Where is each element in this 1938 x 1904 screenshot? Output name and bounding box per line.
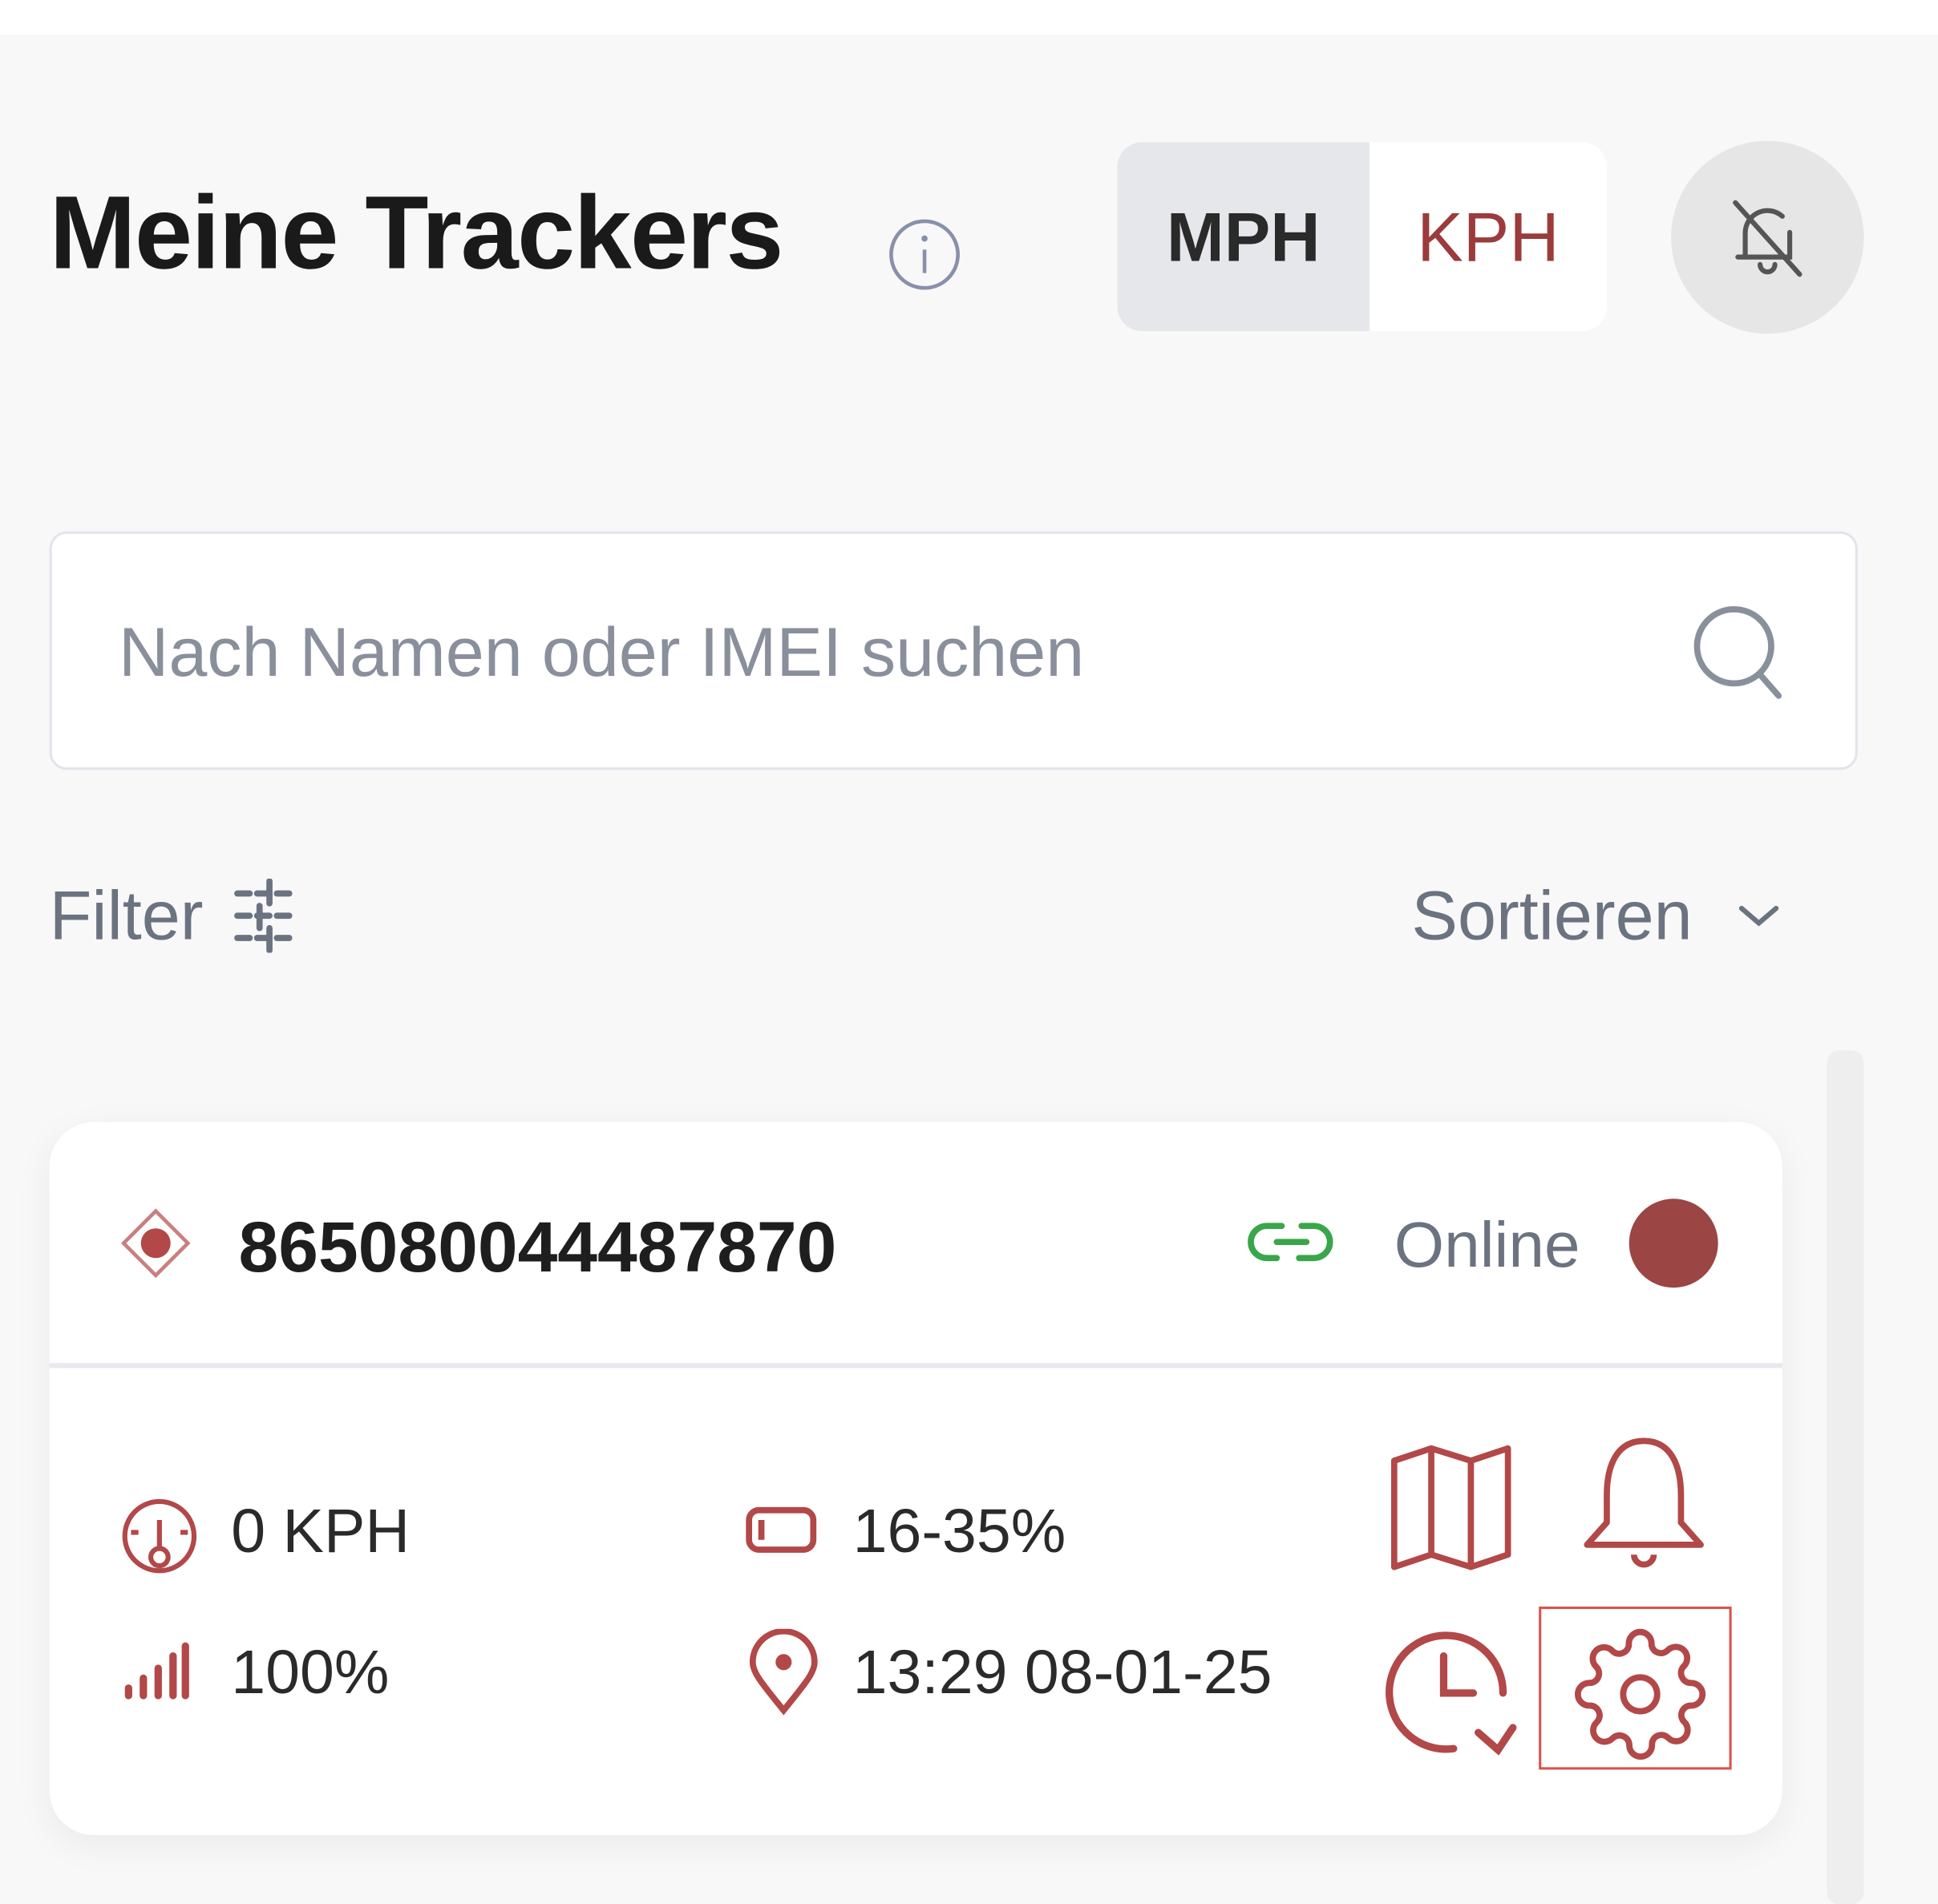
unit-kph-button[interactable]: KPH — [1417, 197, 1560, 276]
tracker-last-update: 13:29 08-01-25 — [852, 1637, 1272, 1707]
signal-icon — [124, 1642, 189, 1700]
speedometer-icon — [122, 1498, 197, 1574]
battery-icon — [746, 1506, 817, 1553]
info-icon[interactable] — [888, 217, 961, 291]
map-icon[interactable] — [1387, 1443, 1515, 1571]
unit-mph-button[interactable]: MPH — [1117, 142, 1370, 332]
chevron-down-icon — [1739, 905, 1779, 926]
filter-button[interactable]: Filter — [50, 875, 302, 955]
tracker-card[interactable]: 865080044487870 Online 0 KPH 16-35% 100%… — [49, 1122, 1782, 1836]
status-dot — [1628, 1199, 1718, 1288]
unit-toggle[interactable]: MPH KPH — [1117, 142, 1607, 332]
filter-label: Filter — [49, 875, 204, 955]
page-title: Meine Trackers — [49, 174, 784, 291]
location-pin-icon — [749, 1628, 818, 1716]
history-icon[interactable] — [1379, 1629, 1520, 1757]
sort-dropdown[interactable]: Sortieren — [1411, 875, 1781, 955]
settings-icon[interactable] — [1572, 1627, 1709, 1763]
sliders-icon — [234, 878, 301, 952]
search-input[interactable] — [115, 533, 1654, 770]
sort-label: Sortieren — [1411, 875, 1693, 955]
settings-highlight-box — [1539, 1606, 1732, 1770]
scrollbar[interactable] — [1827, 1050, 1864, 1904]
link-icon — [1248, 1223, 1333, 1262]
notifications-toggle-button[interactable] — [1671, 140, 1864, 334]
tracker-imei[interactable]: 865080044487870 — [238, 1207, 837, 1288]
card-divider — [49, 1363, 1782, 1368]
tracker-signal: 100% — [231, 1637, 390, 1707]
tracker-speed: 0 KPH — [231, 1496, 411, 1566]
tracker-target-icon — [120, 1208, 191, 1279]
tracker-battery: 16-35% — [852, 1496, 1066, 1566]
search-field[interactable] — [49, 531, 1858, 770]
search-icon[interactable] — [1689, 602, 1788, 707]
bell-off-icon — [1733, 200, 1802, 277]
bell-icon[interactable] — [1580, 1436, 1708, 1577]
status-label: Online — [1394, 1210, 1580, 1282]
